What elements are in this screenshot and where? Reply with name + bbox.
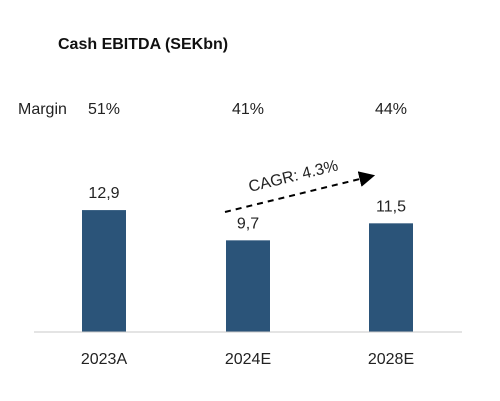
bar-value-label: 9,7: [237, 215, 259, 232]
cagr-annotation: CAGR: 4.3%: [247, 158, 340, 196]
bar-value-labels: 12,9 9,7 11,5: [88, 185, 406, 232]
cagr-arrow: [224, 171, 376, 213]
bars: [82, 210, 413, 332]
margin-values: 51% 41% 44%: [88, 101, 407, 118]
x-tick-label: 2023A: [81, 351, 128, 368]
x-tick-label: 2024E: [225, 351, 271, 368]
margin-value: 51%: [88, 101, 120, 118]
bar-2028E: [369, 223, 413, 332]
bar-2024E: [226, 240, 270, 332]
x-tick-label: 2028E: [368, 351, 414, 368]
bar-value-label: 12,9: [88, 185, 119, 202]
bar-value-label: 11,5: [376, 198, 406, 215]
margin-row-label: Margin: [18, 101, 67, 118]
x-axis-tick-labels: 2023A 2024E 2028E: [81, 351, 414, 368]
cagr-arrow-line: [224, 171, 376, 213]
chart-title: Cash EBITDA (SEKbn): [58, 36, 229, 53]
margin-value: 41%: [232, 101, 264, 118]
bar-2023A: [82, 210, 126, 332]
margin-value: 44%: [375, 101, 407, 118]
